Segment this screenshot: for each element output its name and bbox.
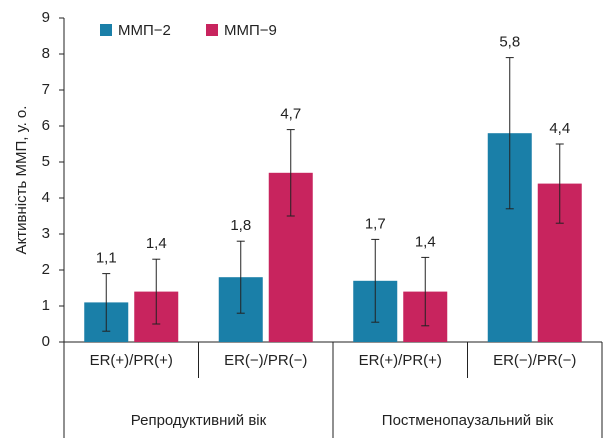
group-label: Постменопаузальний вік [382,412,554,429]
x-tick-label: ER(+)/PR(+) [90,352,173,369]
value-label: 1,4 [415,233,436,250]
value-label: 5,8 [499,34,520,51]
legend-swatch [206,24,218,36]
legend-label: ММП−2 [118,22,171,39]
value-label: 1,8 [230,217,251,234]
value-label: 4,7 [280,106,301,123]
y-tick-label: 8 [42,45,50,62]
y-tick-label: 5 [42,153,50,170]
y-tick-label: 3 [42,225,50,242]
group-label: Репродуктивний вік [131,412,267,429]
legend-label: ММП−9 [224,22,277,39]
y-tick-label: 1 [42,297,50,314]
x-tick-label: ER(+)/PR(+) [359,352,442,369]
y-tick-label: 7 [42,81,50,98]
legend-swatch [100,24,112,36]
value-label: 1,7 [365,215,386,232]
x-tick-label: ER(−)/PR(−) [493,352,576,369]
y-axis-label: Активність ММП, у. о. [13,106,30,255]
x-tick-label: ER(−)/PR(−) [224,352,307,369]
value-label: 4,4 [549,120,570,137]
y-tick-label: 0 [42,333,50,350]
value-label: 1,4 [146,235,167,252]
y-tick-label: 6 [42,117,50,134]
value-label: 1,1 [96,250,117,267]
y-tick-label: 4 [42,189,50,206]
y-tick-label: 9 [42,9,50,26]
y-tick-label: 2 [42,261,50,278]
